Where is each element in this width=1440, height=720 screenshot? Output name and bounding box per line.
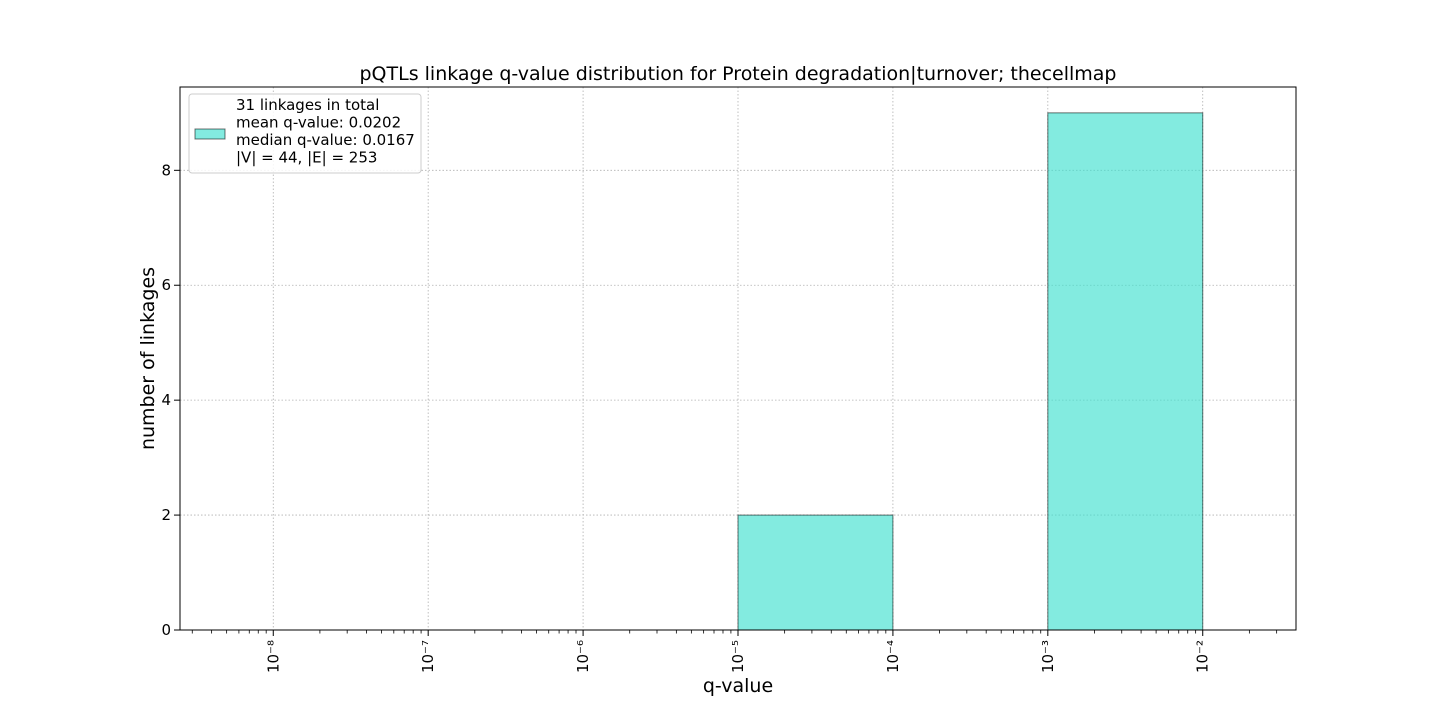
x-tick-label: 10⁻⁴ [884, 640, 902, 673]
x-tick-label: 10⁻⁷ [419, 640, 437, 673]
y-tick-label: 6 [161, 276, 171, 294]
y-tick-label: 0 [161, 621, 171, 639]
y-tick-label: 4 [161, 391, 171, 409]
bars-layer [737, 112, 1204, 631]
histogram-bar [1047, 112, 1204, 631]
x-tick-label: 10⁻² [1194, 640, 1212, 673]
x-tick-label: 10⁻⁸ [264, 640, 282, 673]
legend-box [188, 93, 422, 174]
x-tick-label: 10⁻⁵ [729, 640, 747, 673]
histogram-bar [737, 514, 894, 631]
legend-line: median q-value: 0.0167 [236, 131, 415, 149]
x-axis-label: q-value [703, 675, 773, 697]
x-tick-label: 10⁻³ [1039, 640, 1057, 673]
x-tick-label: 10⁻⁶ [574, 640, 592, 673]
legend-line: |V| = 44, |E| = 253 [236, 149, 377, 167]
y-axis-label: number of linkages [137, 267, 159, 450]
y-tick-label: 8 [161, 161, 171, 179]
y-axis-ticks: 0 2 4 6 8 [161, 161, 180, 639]
chart-title: pQTLs linkage q-value distribution for P… [360, 63, 1117, 85]
legend-swatch [194, 128, 226, 140]
x-axis-ticks: 10⁻⁸ 10⁻⁷ 10⁻⁶ 10⁻⁵ 10⁻⁴ 10⁻³ 10⁻² [191, 630, 1278, 673]
legend-line: mean q-value: 0.0202 [236, 114, 401, 132]
y-tick-label: 2 [161, 506, 171, 524]
legend-line: 31 linkages in total [236, 96, 379, 114]
